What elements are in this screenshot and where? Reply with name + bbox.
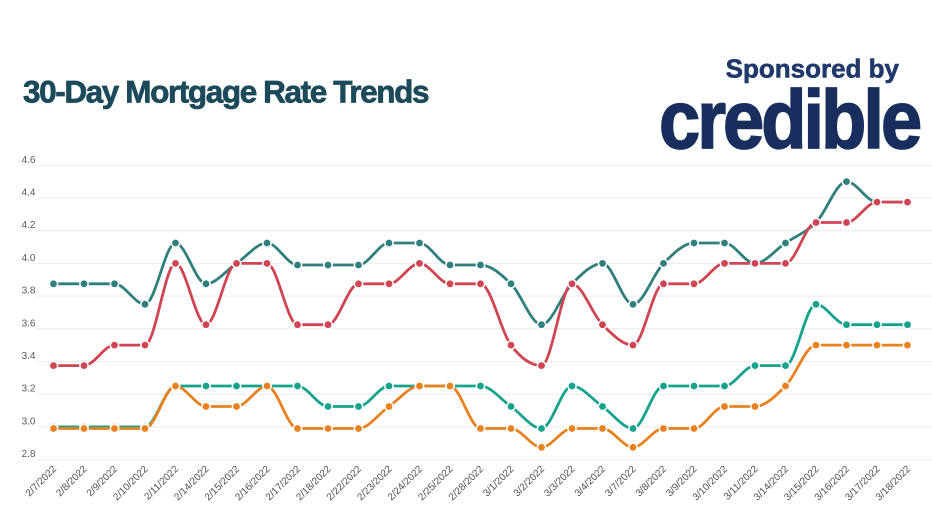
svg-text:4.6: 4.6	[22, 155, 36, 166]
svg-text:30-Day Mortgage Rate Trends: 30-Day Mortgage Rate Trends	[23, 74, 429, 110]
svg-text:3.0: 3.0	[22, 416, 36, 427]
svg-text:credible: credible	[659, 73, 920, 166]
svg-text:3.2: 3.2	[22, 384, 36, 395]
svg-text:3.4: 3.4	[22, 351, 36, 362]
svg-text:3.8: 3.8	[22, 286, 36, 297]
svg-text:Sponsored by: Sponsored by	[726, 54, 900, 84]
svg-text:2.8: 2.8	[22, 449, 36, 460]
svg-text:4.0: 4.0	[22, 253, 36, 264]
svg-text:4.2: 4.2	[22, 220, 36, 231]
svg-text:4.4: 4.4	[22, 188, 36, 199]
svg-text:3.6: 3.6	[22, 318, 36, 329]
